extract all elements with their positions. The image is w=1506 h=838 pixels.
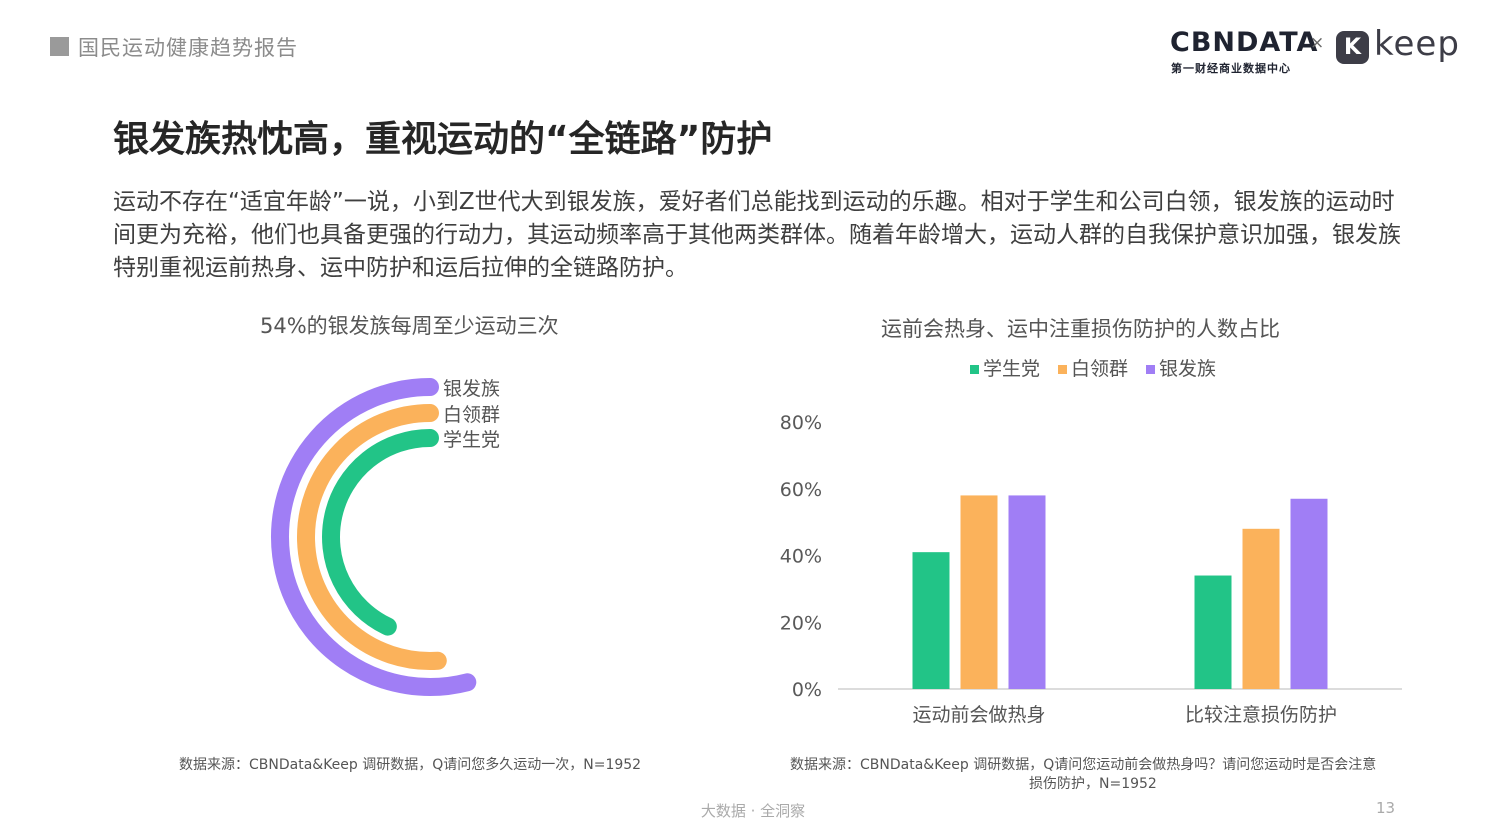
logo-separator: × — [1310, 33, 1325, 53]
page-title: 银发族热忱高，重视运动的“全链路”防护 — [113, 119, 773, 160]
bar-chart-source-line2: 损伤防护，N=1952 — [1029, 776, 1157, 792]
bar-1-2 — [1290, 498, 1328, 689]
bar-0-1 — [960, 495, 998, 689]
legend-swatch-1 — [1058, 365, 1067, 374]
bar-1-0 — [1194, 575, 1232, 689]
keep-logo-icon: K — [1336, 31, 1369, 64]
radial-bar-2 — [322, 429, 439, 636]
y-tick-label: 20% — [780, 612, 822, 634]
header-square-icon — [50, 37, 69, 56]
y-tick-label: 60% — [780, 479, 822, 501]
page-number: 13 — [1376, 799, 1396, 817]
legend-label-1: 白领群 — [1071, 358, 1128, 380]
body-paragraph: 运动不存在“适宜年龄”一说，小到Z世代大到银发族，爱好者们总能找到运动的乐趣。相… — [113, 189, 1401, 281]
legend-swatch-0 — [970, 365, 979, 374]
radial-chart-source: 数据来源：CBNData&Keep 调研数据，Q请问您多久运动一次，N=1952 — [179, 757, 642, 773]
bar-chart-source-line1: 数据来源：CBNData&Keep 调研数据，Q请问您运动前会做热身吗？请问您运… — [790, 757, 1377, 773]
radial-label-0: 银发族 — [443, 378, 500, 400]
radial-label-2: 学生党 — [443, 429, 500, 451]
radial-bar-0 — [271, 378, 477, 696]
report-title: 国民运动健康趋势报告 — [78, 36, 298, 60]
legend-label-2: 银发族 — [1159, 358, 1216, 380]
bar-chart: 0% 20% 40% 60% 80% 运动前会做热身 比较注意损伤防护 学生党 白领群 银发族 — [780, 358, 1402, 726]
legend-swatch-2 — [1146, 365, 1155, 374]
cbndata-logo-subtitle: 第一财经商业数据中心 — [1171, 62, 1291, 75]
footer-slogan: 大数据 · 全洞察 — [700, 802, 806, 820]
y-tick-label: 0% — [792, 679, 822, 701]
radial-chart-title: 54%的银发族每周至少运动三次 — [260, 314, 559, 338]
y-tick-label: 80% — [780, 412, 822, 434]
x-category-label: 比较注意损伤防护 — [1185, 704, 1337, 726]
bar-0-0 — [912, 552, 950, 689]
x-category-label: 运动前会做热身 — [912, 704, 1045, 726]
keep-logo: keep — [1374, 24, 1460, 64]
legend-label-0: 学生党 — [983, 358, 1040, 380]
y-tick-label: 40% — [780, 546, 822, 568]
bar-0-2 — [1008, 495, 1046, 689]
cbndata-logo: CBNDATA — [1170, 27, 1319, 58]
radial-label-1: 白领群 — [443, 404, 500, 426]
bar-chart-title: 运前会热身、运中注重损伤防护的人数占比 — [881, 317, 1280, 341]
bar-1-1 — [1242, 528, 1280, 689]
radial-bar-1 — [297, 404, 447, 670]
keep-logo-letter: K — [1343, 35, 1362, 60]
